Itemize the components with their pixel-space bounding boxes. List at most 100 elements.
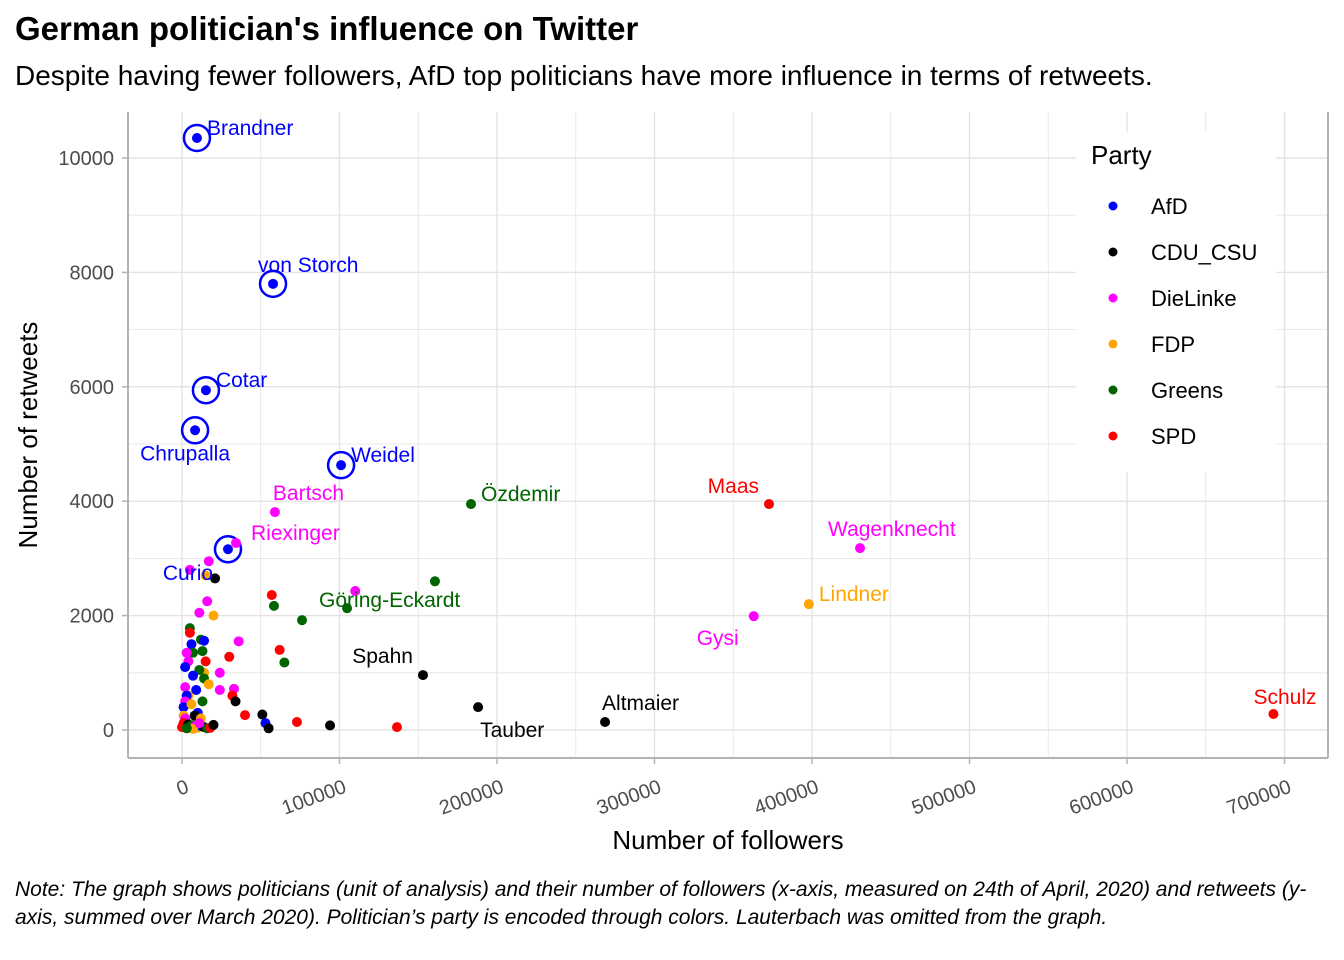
data-point <box>274 644 285 655</box>
data-point <box>194 718 205 729</box>
data-point <box>350 586 361 597</box>
data-point <box>291 716 302 727</box>
data-point <box>391 722 402 733</box>
legend-key <box>1108 339 1118 349</box>
legend-items: AfD CDU_CSU DieLinke FDP Greens SPD <box>1108 194 1257 449</box>
legend-key <box>1108 201 1118 211</box>
point-label: Gysi <box>697 627 739 650</box>
labeled-data-point <box>600 716 611 727</box>
labeled-data-point <box>191 132 202 143</box>
highlight-ring <box>258 269 288 299</box>
data-point <box>184 564 195 575</box>
legend: Party AfD CDU_CSU DieLinke FDP Greens SPD <box>1076 132 1276 472</box>
x-tick-label: 300000 <box>594 776 664 820</box>
labeled-data-point <box>764 499 775 510</box>
point-labels: Brandner von Storch Cotar Chrupalla Weidel Cu… <box>140 117 1316 742</box>
point-label: Riexinger <box>251 522 340 545</box>
data-point <box>224 651 235 662</box>
y-tick-label: 10000 <box>58 148 114 170</box>
legend-title: Party <box>1091 140 1152 170</box>
point-label: Özdemir <box>481 483 560 506</box>
data-point <box>180 662 191 673</box>
point-label: Maas <box>708 475 759 498</box>
data-point <box>199 635 210 646</box>
y-tick-label: 2000 <box>70 606 115 628</box>
labeled-data-point <box>190 425 201 436</box>
data-point <box>208 610 219 621</box>
data-point <box>257 709 268 720</box>
data-point <box>429 576 440 587</box>
data-point <box>181 723 192 734</box>
data-point <box>197 696 208 707</box>
labeled-data-point <box>269 507 280 518</box>
labeled-data-point <box>1268 708 1279 719</box>
data-point <box>197 646 208 657</box>
legend-label: FDP <box>1151 332 1195 357</box>
labeled-data-point <box>855 543 866 554</box>
data-point <box>191 684 202 695</box>
point-label: Lindner <box>819 583 889 606</box>
labeled-data-point <box>466 499 477 510</box>
highlight-ring <box>191 375 221 405</box>
legend-background <box>1076 132 1276 472</box>
x-axis-title: Number of followers <box>612 825 843 855</box>
labeled-data-point <box>231 537 242 548</box>
data-point <box>279 657 290 668</box>
labeled-data-point <box>200 385 211 396</box>
x-tick-label: 700000 <box>1224 776 1294 820</box>
x-tick-label: 200000 <box>436 776 506 820</box>
point-label: Schulz <box>1253 686 1316 709</box>
legend-label: Greens <box>1151 378 1223 403</box>
legend-key <box>1108 247 1118 257</box>
point-label: Weidel <box>351 444 415 467</box>
data-point <box>184 627 195 638</box>
legend-label: SPD <box>1151 424 1196 449</box>
data-point <box>266 590 277 601</box>
legend-key <box>1108 431 1118 441</box>
data-point <box>180 682 191 693</box>
highlight-ring <box>213 534 243 564</box>
highlight-ring <box>180 416 210 445</box>
legend-label: AfD <box>1151 194 1188 219</box>
data-point <box>200 570 211 581</box>
labeled-data-point <box>336 460 347 471</box>
data-point <box>263 723 274 734</box>
point-label: Spahn <box>352 645 413 668</box>
data-point <box>297 615 308 626</box>
y-axis-title: Number of retweets <box>13 322 43 549</box>
data-point <box>200 656 211 667</box>
labeled-data-point <box>748 611 759 622</box>
highlight-ring <box>182 123 212 153</box>
point-label: von Storch <box>258 254 358 277</box>
data-point <box>188 670 199 681</box>
data-point <box>186 699 197 710</box>
data-point <box>194 607 205 618</box>
point-label: Tauber <box>480 719 544 742</box>
x-tick-label: 600000 <box>1066 776 1136 820</box>
legend-label: CDU_CSU <box>1151 240 1257 265</box>
point-label: Curio <box>163 562 213 585</box>
data-point <box>214 684 225 695</box>
legend-label: DieLinke <box>1151 286 1237 311</box>
data-point <box>233 636 244 647</box>
legend-key <box>1108 385 1118 395</box>
data-point <box>203 679 214 690</box>
data-point <box>214 667 225 678</box>
data-point <box>181 647 192 658</box>
data-point <box>325 720 336 731</box>
x-tick-label: 0 <box>174 776 192 800</box>
point-label: Chrupalla <box>140 442 230 465</box>
labeled-data-point <box>473 702 484 713</box>
chart-subtitle: Despite having fewer followers, AfD top … <box>15 60 1153 91</box>
point-label: Cotar <box>216 369 267 392</box>
labeled-data-point <box>417 670 428 681</box>
data-point <box>210 573 221 584</box>
x-tick-label: 100000 <box>279 776 349 820</box>
point-label: Bartsch <box>273 482 344 505</box>
data-point <box>240 710 250 721</box>
data-point <box>178 702 189 713</box>
highlight-ring <box>326 450 356 480</box>
x-tick-label: 400000 <box>751 776 821 820</box>
labeled-data-point <box>222 544 233 555</box>
